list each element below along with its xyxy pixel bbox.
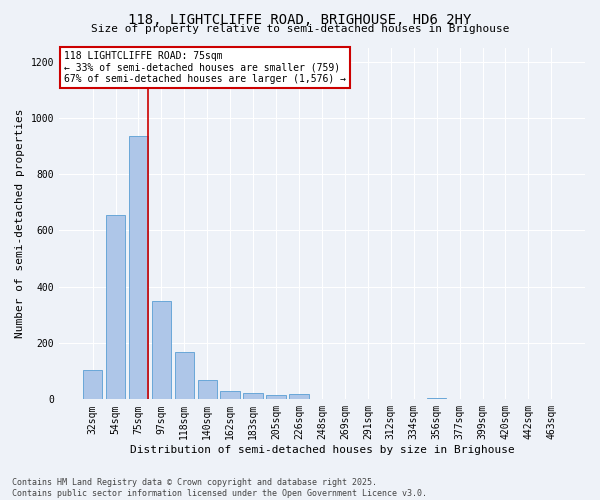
Bar xyxy=(427,398,446,400)
Text: 118 LIGHTCLIFFE ROAD: 75sqm
← 33% of semi-detached houses are smaller (759)
67% : 118 LIGHTCLIFFE ROAD: 75sqm ← 33% of sem… xyxy=(64,51,346,84)
Bar xyxy=(175,352,194,400)
Bar xyxy=(197,380,217,400)
Bar xyxy=(129,136,148,400)
Text: Contains HM Land Registry data © Crown copyright and database right 2025.
Contai: Contains HM Land Registry data © Crown c… xyxy=(12,478,427,498)
Text: Size of property relative to semi-detached houses in Brighouse: Size of property relative to semi-detach… xyxy=(91,24,509,34)
Bar xyxy=(266,396,286,400)
Bar xyxy=(152,301,171,400)
Bar xyxy=(220,392,240,400)
Text: 118, LIGHTCLIFFE ROAD, BRIGHOUSE, HD6 2HY: 118, LIGHTCLIFFE ROAD, BRIGHOUSE, HD6 2H… xyxy=(128,12,472,26)
Bar xyxy=(106,215,125,400)
X-axis label: Distribution of semi-detached houses by size in Brighouse: Distribution of semi-detached houses by … xyxy=(130,445,514,455)
Bar xyxy=(83,370,103,400)
Y-axis label: Number of semi-detached properties: Number of semi-detached properties xyxy=(15,108,25,338)
Bar xyxy=(289,394,309,400)
Bar xyxy=(244,393,263,400)
